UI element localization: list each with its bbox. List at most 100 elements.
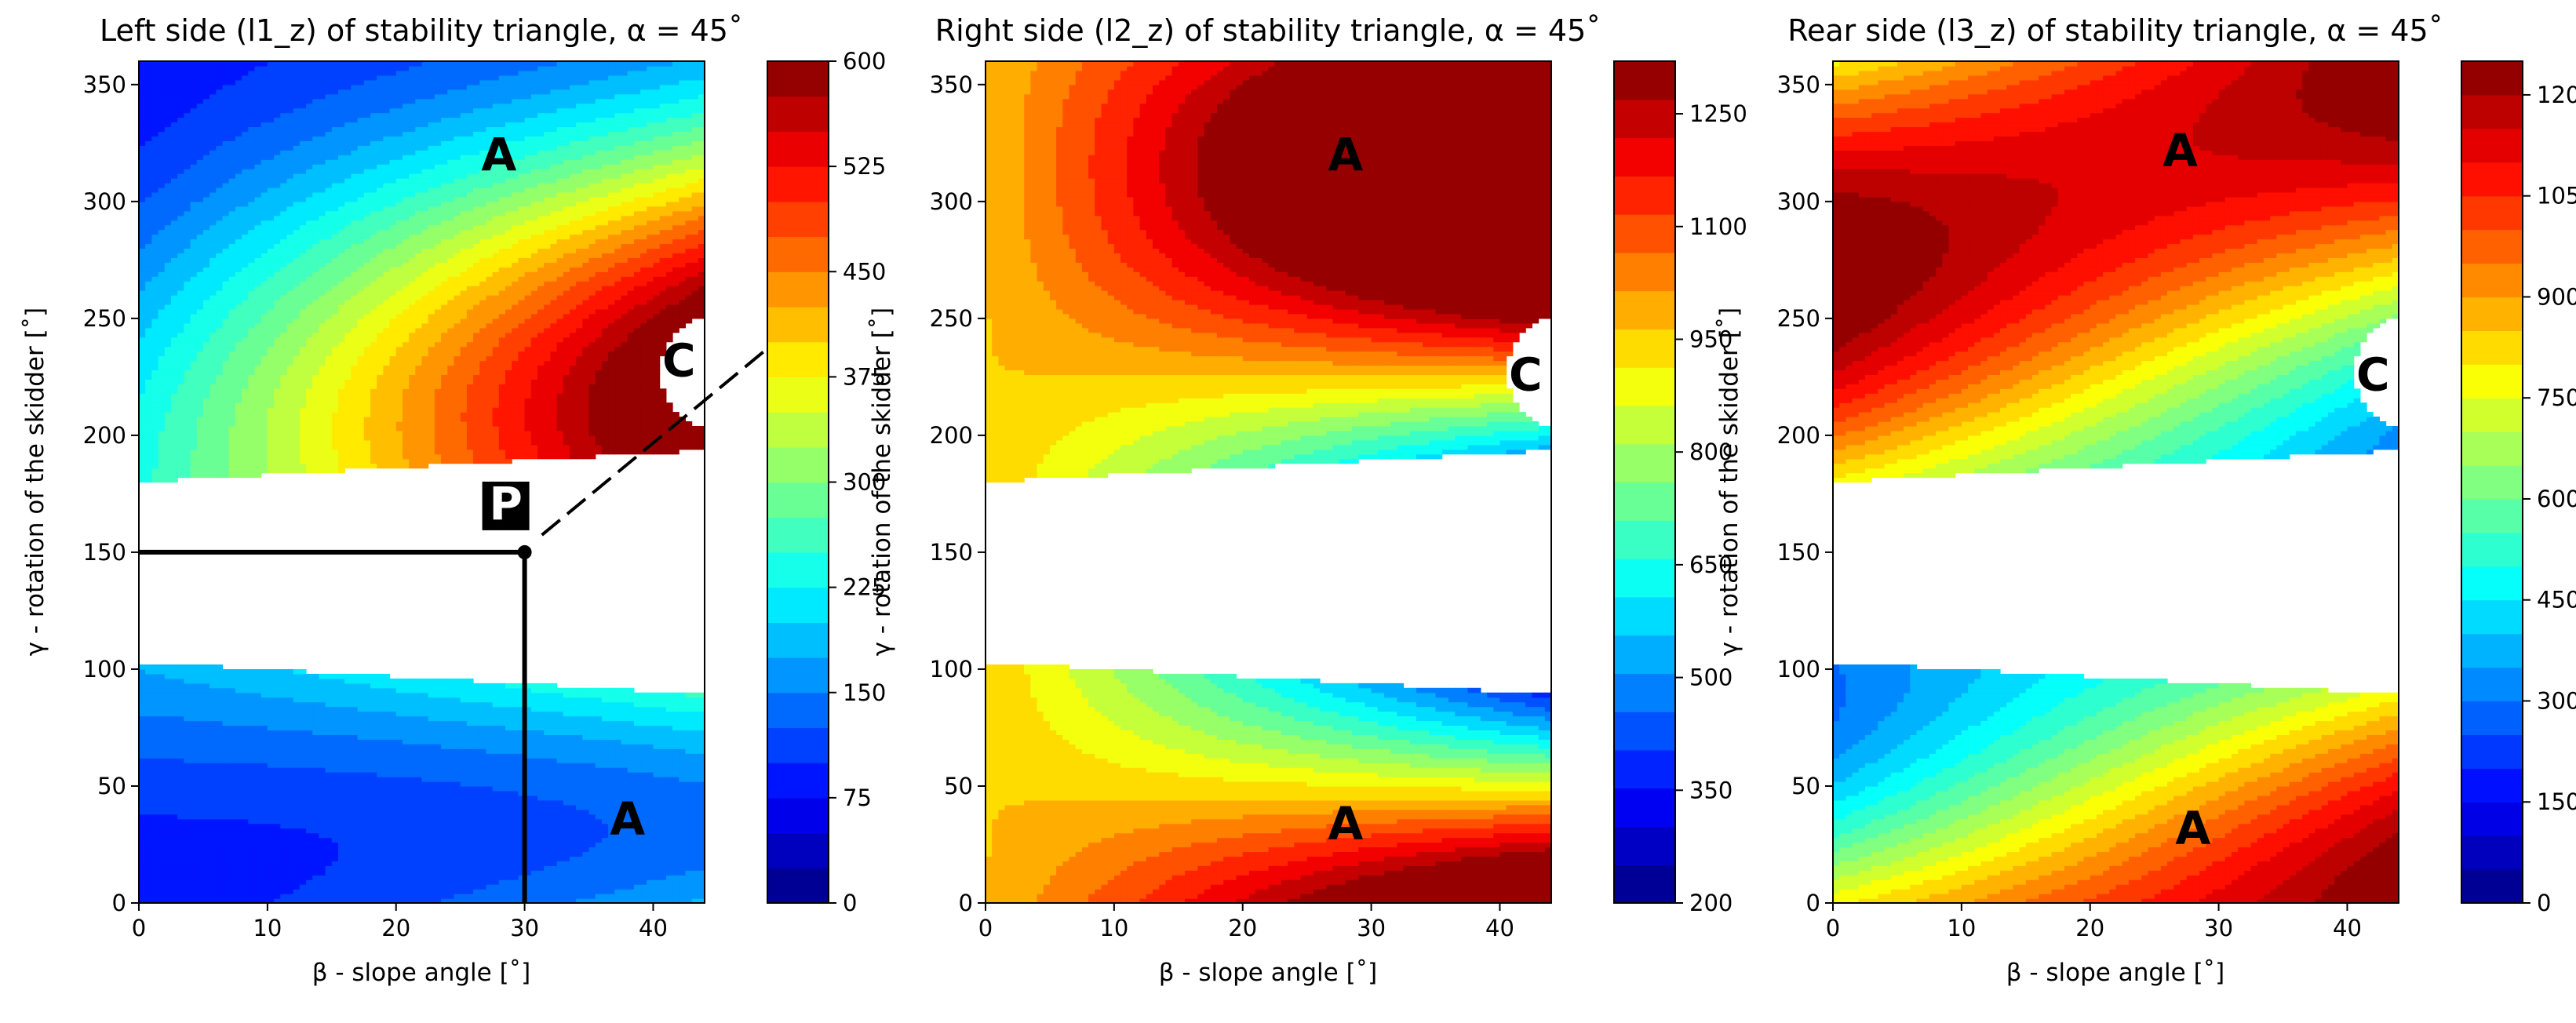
heatmap-cell: [524, 744, 532, 749]
heatmap-cell: [267, 842, 275, 848]
heatmap-cell: [261, 425, 268, 431]
heatmap-cell: [184, 472, 191, 479]
heatmap-cell: [383, 818, 391, 825]
heatmap-cell: [473, 720, 480, 726]
heatmap-cell: [170, 687, 178, 694]
heatmap-cell: [627, 734, 635, 740]
heatmap-cell: [569, 692, 577, 698]
heatmap-cell: [184, 444, 191, 450]
heatmap-cell: [222, 889, 230, 894]
heatmap-cell: [415, 875, 423, 880]
heatmap-cell: [409, 894, 416, 899]
heatmap-cell: [530, 748, 538, 754]
heatmap-cell: [242, 730, 249, 735]
heatmap-cell: [460, 781, 468, 787]
heatmap-cell: [383, 711, 391, 717]
heatmap-cell: [248, 814, 256, 820]
heatmap-cell: [441, 435, 448, 441]
heatmap-cell: [177, 795, 184, 801]
heatmap-cell: [261, 818, 268, 825]
heatmap-cell: [421, 744, 429, 749]
heatmap-cell: [261, 468, 268, 474]
heatmap-cell: [486, 879, 494, 885]
heatmap-cell: [486, 777, 494, 782]
heatmap-cell: [377, 744, 384, 749]
heatmap-cell: [344, 430, 352, 436]
heatmap-cell: [139, 870, 146, 876]
heatmap-cell: [621, 809, 629, 815]
heatmap-cell: [434, 823, 442, 829]
heatmap-cell: [614, 706, 622, 712]
heatmap-cell: [454, 799, 461, 806]
heatmap-cell: [653, 799, 661, 806]
heatmap-cell: [633, 744, 641, 749]
heatmap-cell: [544, 832, 551, 839]
heatmap-cell: [139, 435, 146, 441]
heatmap-cell: [665, 818, 673, 825]
heatmap-cell: [344, 706, 352, 712]
heatmap-cell: [621, 870, 629, 876]
heatmap-cell: [672, 861, 680, 866]
heatmap-cell: [235, 739, 242, 744]
heatmap-cell: [389, 430, 397, 436]
heatmap-cell: [280, 435, 288, 441]
heatmap-cell: [608, 865, 615, 871]
heatmap-cell: [145, 711, 152, 717]
heatmap-cell: [672, 870, 680, 876]
heatmap-cell: [228, 832, 236, 839]
heatmap-cell: [235, 683, 242, 689]
heatmap-cell: [473, 795, 480, 801]
heatmap-cell: [261, 790, 268, 796]
heatmap-cell: [210, 875, 217, 880]
heatmap-cell: [383, 837, 391, 843]
heatmap-cell: [447, 678, 455, 684]
heatmap-cell: [337, 828, 345, 834]
heatmap-cell: [595, 814, 603, 820]
heatmap-cell: [672, 814, 680, 820]
heatmap-cell: [563, 739, 570, 744]
heatmap-cell: [293, 706, 301, 712]
heatmap-cell: [383, 861, 391, 866]
heatmap-cell: [293, 678, 301, 684]
heatmap-cell: [222, 683, 230, 689]
heatmap-cell: [512, 711, 519, 717]
heatmap-cell: [312, 790, 320, 796]
heatmap-cell: [563, 842, 570, 848]
heatmap-cell: [151, 453, 159, 460]
heatmap-cell: [184, 692, 191, 698]
heatmap-cell: [337, 739, 345, 744]
heatmap-cell: [665, 706, 673, 712]
heatmap-cell: [235, 468, 242, 474]
heatmap-cell: [601, 725, 609, 731]
heatmap-cell: [665, 758, 673, 763]
heatmap-cell: [196, 734, 204, 740]
heatmap-cell: [170, 804, 178, 810]
heatmap-cell: [377, 809, 384, 815]
heatmap-cell: [685, 444, 693, 450]
heatmap-cell: [242, 870, 249, 876]
heatmap-cell: [331, 818, 339, 825]
heatmap-cell: [261, 763, 268, 768]
heatmap-cell: [190, 458, 198, 464]
heatmap-cell: [319, 720, 326, 726]
heatmap-cell: [395, 870, 403, 876]
heatmap-cell: [261, 865, 268, 871]
heatmap-cell: [319, 711, 326, 717]
heatmap-cell: [524, 894, 532, 899]
heatmap-cell: [447, 730, 455, 735]
heatmap-cell: [158, 430, 166, 436]
heatmap-cell: [486, 767, 494, 773]
heatmap-cell: [261, 823, 268, 829]
heatmap-cell: [280, 814, 288, 820]
heatmap-cell: [331, 758, 339, 763]
heatmap-cell: [344, 449, 352, 455]
heatmap-cell: [665, 430, 673, 436]
heatmap-cell: [151, 678, 159, 684]
heatmap-cell: [248, 449, 256, 455]
heatmap-cell: [293, 758, 301, 763]
heatmap-cell: [210, 701, 217, 708]
heatmap-cell: [486, 809, 494, 815]
heatmap-cell: [550, 435, 558, 441]
heatmap-cell: [441, 837, 448, 843]
heatmap-cell: [325, 785, 333, 792]
